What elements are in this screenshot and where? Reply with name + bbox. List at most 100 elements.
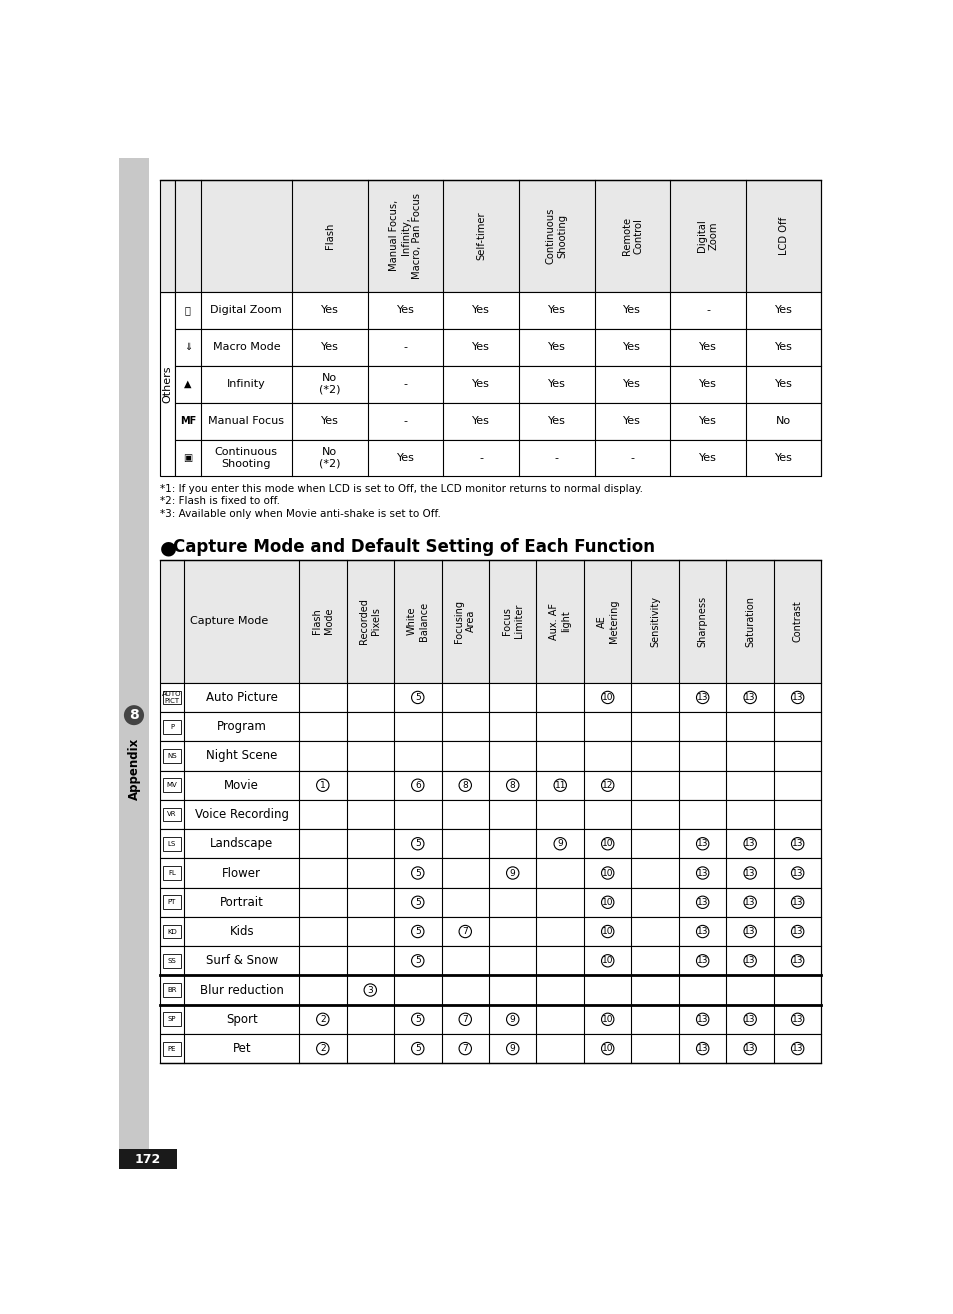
Text: 5: 5 bbox=[415, 1014, 420, 1024]
Circle shape bbox=[696, 925, 708, 938]
Circle shape bbox=[506, 1013, 518, 1025]
Text: Yes: Yes bbox=[472, 378, 490, 389]
Text: 3: 3 bbox=[367, 986, 373, 995]
Bar bbox=[159, 560, 821, 683]
Text: Yes: Yes bbox=[774, 305, 792, 315]
Text: -: - bbox=[478, 453, 482, 463]
Text: 13: 13 bbox=[791, 840, 802, 849]
Text: -: - bbox=[705, 305, 709, 315]
Text: Yes: Yes bbox=[622, 378, 640, 389]
Text: 13: 13 bbox=[791, 897, 802, 907]
Circle shape bbox=[364, 984, 376, 996]
Text: Continuous
Shooting: Continuous Shooting bbox=[214, 447, 277, 469]
Circle shape bbox=[601, 837, 614, 850]
Text: MF: MF bbox=[179, 417, 195, 426]
Bar bbox=[162, 691, 181, 704]
Text: Sport: Sport bbox=[226, 1013, 257, 1026]
Text: 7: 7 bbox=[462, 1045, 468, 1053]
Text: Manual Focus,
Infinity,
Macro, Pan Focus: Manual Focus, Infinity, Macro, Pan Focus bbox=[389, 193, 421, 279]
Text: Pet: Pet bbox=[233, 1042, 251, 1055]
Text: Yes: Yes bbox=[547, 378, 565, 389]
Text: Contrast: Contrast bbox=[792, 600, 801, 643]
Text: AE
Metering: AE Metering bbox=[597, 599, 618, 643]
Text: 6: 6 bbox=[415, 781, 420, 790]
Text: 2: 2 bbox=[319, 1014, 325, 1024]
Circle shape bbox=[743, 896, 756, 908]
Bar bbox=[162, 749, 181, 763]
Text: 10: 10 bbox=[601, 928, 613, 936]
Text: 13: 13 bbox=[697, 897, 708, 907]
Text: VR: VR bbox=[167, 812, 176, 817]
Circle shape bbox=[601, 1042, 614, 1055]
Circle shape bbox=[411, 896, 423, 908]
Bar bbox=[159, 800, 821, 829]
Circle shape bbox=[601, 925, 614, 938]
Text: Yes: Yes bbox=[699, 342, 716, 352]
Text: Yes: Yes bbox=[320, 305, 338, 315]
Circle shape bbox=[696, 1042, 708, 1055]
Text: Yes: Yes bbox=[396, 305, 414, 315]
Text: Yes: Yes bbox=[774, 342, 792, 352]
Circle shape bbox=[316, 1013, 329, 1025]
Text: Recorded
Pixels: Recorded Pixels bbox=[359, 598, 380, 644]
Text: Yes: Yes bbox=[547, 417, 565, 426]
Text: Focusing
Area: Focusing Area bbox=[454, 599, 476, 643]
Text: 9: 9 bbox=[557, 840, 562, 849]
Circle shape bbox=[411, 779, 423, 791]
Text: Night Scene: Night Scene bbox=[206, 749, 277, 762]
Bar bbox=[159, 683, 821, 712]
Circle shape bbox=[791, 896, 803, 908]
Text: 13: 13 bbox=[743, 1014, 755, 1024]
Circle shape bbox=[458, 1042, 471, 1055]
Circle shape bbox=[316, 1042, 329, 1055]
Text: Infinity: Infinity bbox=[227, 378, 266, 389]
Bar bbox=[119, 158, 149, 1169]
Text: Digital Zoom: Digital Zoom bbox=[211, 305, 282, 315]
Circle shape bbox=[506, 779, 518, 791]
Text: Remote
Control: Remote Control bbox=[621, 217, 642, 255]
Bar bbox=[159, 888, 821, 917]
Text: 10: 10 bbox=[601, 869, 613, 878]
Text: Voice Recording: Voice Recording bbox=[194, 808, 289, 821]
Text: Macro Mode: Macro Mode bbox=[213, 342, 280, 352]
Circle shape bbox=[411, 955, 423, 967]
Circle shape bbox=[506, 1042, 518, 1055]
Circle shape bbox=[458, 1013, 471, 1025]
Text: 5: 5 bbox=[415, 897, 420, 907]
Text: Manual Focus: Manual Focus bbox=[208, 417, 284, 426]
Bar bbox=[159, 946, 821, 975]
Text: 13: 13 bbox=[743, 1045, 755, 1053]
Bar bbox=[159, 1005, 821, 1034]
Text: 13: 13 bbox=[791, 957, 802, 966]
Text: 5: 5 bbox=[415, 1045, 420, 1053]
Circle shape bbox=[791, 925, 803, 938]
Text: 5: 5 bbox=[415, 928, 420, 936]
Text: 9: 9 bbox=[509, 869, 515, 878]
Text: Self-timer: Self-timer bbox=[476, 212, 486, 260]
Text: -: - bbox=[403, 417, 407, 426]
Text: 13: 13 bbox=[697, 840, 708, 849]
Circle shape bbox=[316, 779, 329, 791]
Circle shape bbox=[601, 867, 614, 879]
Text: 13: 13 bbox=[791, 1014, 802, 1024]
Text: -: - bbox=[403, 378, 407, 389]
Bar bbox=[159, 741, 821, 770]
Bar bbox=[159, 292, 174, 477]
Circle shape bbox=[696, 691, 708, 703]
Text: Flash
Mode: Flash Mode bbox=[312, 608, 334, 635]
Circle shape bbox=[791, 867, 803, 879]
Text: 10: 10 bbox=[601, 1045, 613, 1053]
Bar bbox=[174, 328, 821, 365]
Bar bbox=[162, 866, 181, 880]
Circle shape bbox=[743, 691, 756, 703]
Circle shape bbox=[791, 691, 803, 703]
Circle shape bbox=[696, 1013, 708, 1025]
Text: Auto Picture: Auto Picture bbox=[206, 691, 277, 704]
Text: 7: 7 bbox=[462, 928, 468, 936]
Circle shape bbox=[791, 1013, 803, 1025]
Text: Yes: Yes bbox=[622, 305, 640, 315]
Text: Yes: Yes bbox=[320, 417, 338, 426]
Bar bbox=[162, 720, 181, 733]
Circle shape bbox=[696, 837, 708, 850]
Text: 7: 7 bbox=[462, 1014, 468, 1024]
